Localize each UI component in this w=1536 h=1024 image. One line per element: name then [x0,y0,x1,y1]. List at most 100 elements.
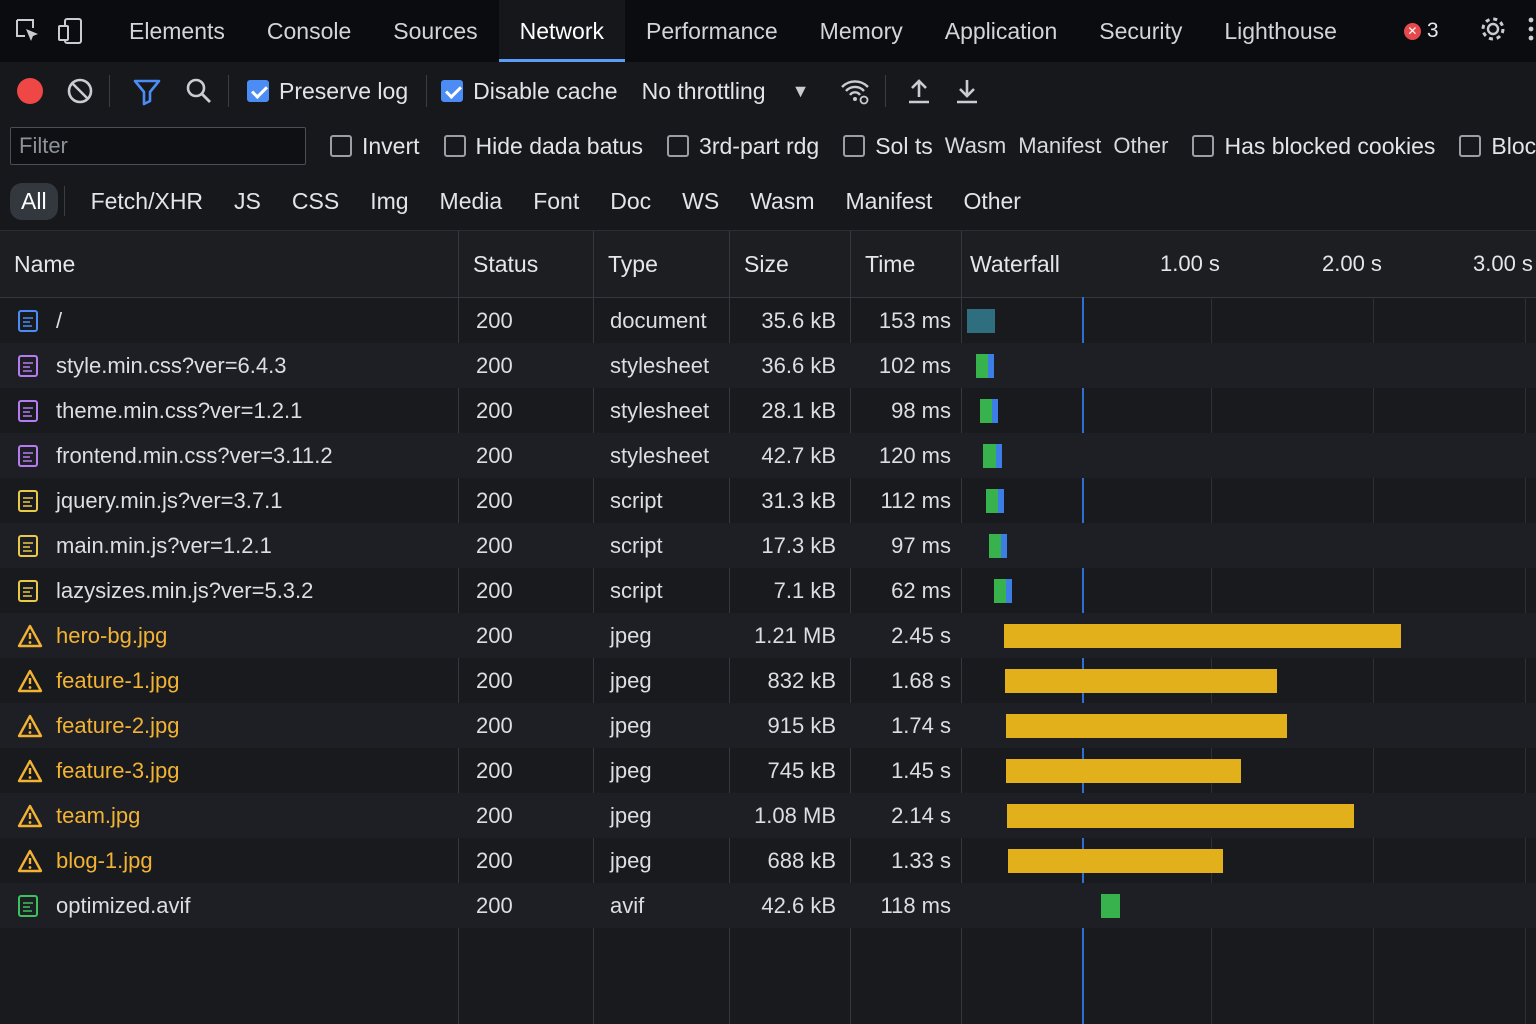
request-name-cell[interactable]: hero-bg.jpg [56,623,168,648]
table-row[interactable]: team.jpg 200 jpeg 1.08 MB 2.14 s [0,793,1536,838]
blocked-requests-check-box[interactable] [1459,135,1482,157]
table-row[interactable]: lazysizes.min.js?ver=5.3.2 200 script 7.1 k… [0,568,1536,613]
request-name-cell[interactable]: theme.min.css?ver=1.2.1 [56,398,303,423]
request-name-cell[interactable]: feature-2.jpg [56,713,180,738]
request-name-cell[interactable]: / [56,308,63,333]
extra-type-wasm[interactable]: Wasm [944,133,1007,158]
table-row[interactable]: feature-2.jpg 200 jpeg 915 kB 1.74 s [0,703,1536,748]
type-filter-css[interactable]: CSS [291,187,340,214]
column-header-type[interactable]: Type [608,251,658,277]
export-har-download-icon[interactable] [954,76,980,106]
table-row[interactable]: main.min.js?ver=1.2.1 200 script 17.3 kB 97 … [0,523,1536,568]
waterfall-bar[interactable] [1007,849,1224,873]
tab-application[interactable]: Application [944,18,1058,44]
inspect-element-icon[interactable] [14,14,42,48]
waterfall-bar[interactable] [1005,714,1288,738]
table-row[interactable]: jquery.min.js?ver=3.7.1 200 script 31.3 kB 1… [0,478,1536,523]
column-header-size[interactable]: Size [744,251,789,277]
request-name-cell[interactable]: main.min.js?ver=1.2.1 [56,533,272,558]
waterfall-bar[interactable] [986,489,1005,513]
invert-check-box[interactable] [330,135,352,157]
more-options-icon[interactable] [1527,15,1535,48]
table-row[interactable]: frontend.min.css?ver=3.11.2 200 stylesheet… [0,433,1536,478]
disable-cache-check-box[interactable] [441,80,464,102]
table-row[interactable]: optimized.avif 200 avif 42.6 kB 118 ms [0,883,1536,928]
third-party-check-box[interactable] [667,135,690,157]
table-row[interactable]: / 200 document 35.6 kB 153 ms [0,298,1536,343]
waterfall-bar[interactable] [976,354,995,378]
table-row[interactable]: blog-1.jpg 200 jpeg 688 kB 1.33 s [0,838,1536,883]
clear-log-icon[interactable] [65,76,95,106]
request-name-cell[interactable]: frontend.min.css?ver=3.11.2 [56,443,333,468]
tab-performance[interactable]: Performance [646,18,778,44]
preserve-log-check-box[interactable] [247,80,269,102]
column-header-status[interactable]: Status [473,251,539,277]
has-blocked-cookies-checkbox[interactable]: Has blocked cookies [1192,133,1435,160]
request-name-cell[interactable]: feature-3.jpg [56,758,180,783]
record-button[interactable] [17,78,43,104]
request-name-cell[interactable]: style.min.css?ver=6.4.3 [56,353,287,378]
type-filter-fetch-xhr[interactable]: Fetch/XHR [90,187,204,214]
hide-data-urls-checkbox[interactable]: Hide dada batus [443,133,643,160]
type-filter-doc[interactable]: Doc [610,187,652,214]
type-filter-ws[interactable]: WS [682,187,720,214]
tab-elements[interactable]: Elements [129,18,225,44]
blocked-requests-checkbox[interactable]: Blocked Requests [1459,133,1536,160]
waterfall-bar[interactable] [979,399,998,423]
waterfall-bar[interactable] [1003,624,1401,648]
preserve-log-checkbox[interactable]: Preserve log [247,78,408,105]
tab-sources[interactable]: Sources [393,18,478,44]
type-filter-wasm[interactable]: Wasm [750,187,815,214]
request-name-cell[interactable]: blog-1.jpg [56,848,153,873]
request-name-cell[interactable]: lazysizes.min.js?ver=5.3.2 [56,578,314,603]
column-header-time[interactable]: Time [865,251,916,277]
waterfall-bar[interactable] [994,579,1013,603]
throttling-select[interactable]: No throttling ▼ [642,78,810,105]
hide-data-urls-check-box[interactable] [443,135,466,157]
type-filter-other[interactable]: Other [963,187,1021,214]
waterfall-bar[interactable] [989,534,1008,558]
filter-funnel-icon[interactable] [132,76,162,106]
tab-security[interactable]: Security [1099,18,1183,44]
table-row[interactable]: theme.min.css?ver=1.2.1 200 stylesheet 28.1… [0,388,1536,433]
tab-memory[interactable]: Memory [819,18,903,44]
has-blocked-cookies-check-box[interactable] [1192,135,1215,157]
extra-filter-checkbox[interactable]: Sol ts [843,133,933,160]
waterfall-bar[interactable] [1004,669,1277,693]
type-filter-img[interactable]: Img [370,187,409,214]
waterfall-bar[interactable] [966,309,995,333]
settings-gear-icon[interactable] [1479,15,1507,48]
table-row[interactable]: feature-3.jpg 200 jpeg 745 kB 1.45 s [0,748,1536,793]
request-name-cell[interactable]: optimized.avif [56,893,191,918]
table-row[interactable]: hero-bg.jpg 200 jpeg 1.21 MB 2.45 s [0,613,1536,658]
column-header-name[interactable]: Name [14,251,76,277]
table-row[interactable]: style.min.css?ver=6.4.3 200 stylesheet 36.6… [0,343,1536,388]
extra-filter-check-box[interactable] [843,135,866,157]
search-icon[interactable] [184,76,214,106]
error-count-badge[interactable]: ✕ 3 [1403,19,1439,43]
waterfall-bar[interactable] [1101,894,1121,918]
table-row[interactable]: feature-1.jpg 200 jpeg 832 kB 1.68 s [0,658,1536,703]
type-filter-manifest[interactable]: Manifest [845,187,933,214]
disable-cache-checkbox[interactable]: Disable cache [441,78,618,105]
third-party-checkbox[interactable]: 3rd-part rdg [667,133,819,160]
network-conditions-wifi-icon[interactable] [839,76,871,106]
column-header-waterfall[interactable]: Waterfall [970,251,1060,277]
extra-type-other[interactable]: Other [1113,133,1169,158]
waterfall-bar[interactable] [982,444,1003,468]
request-name-cell[interactable]: team.jpg [56,803,141,828]
tab-console[interactable]: Console [266,18,352,44]
waterfall-bar[interactable] [1006,759,1242,783]
request-name-cell[interactable]: feature-1.jpg [56,668,180,693]
type-filter-font[interactable]: Font [533,187,580,214]
type-filter-js[interactable]: JS [234,187,261,214]
invert-checkbox[interactable]: Invert [330,133,420,160]
filter-input[interactable] [10,127,306,165]
import-har-upload-icon[interactable] [906,76,932,106]
extra-type-manifest[interactable]: Manifest [1018,133,1102,158]
device-toolbar-icon[interactable] [56,14,86,48]
request-name-cell[interactable]: jquery.min.js?ver=3.7.1 [56,488,283,513]
type-filter-all[interactable]: All [10,182,58,220]
tab-lighthouse[interactable]: Lighthouse [1224,18,1337,44]
type-filter-media[interactable]: Media [439,187,503,214]
